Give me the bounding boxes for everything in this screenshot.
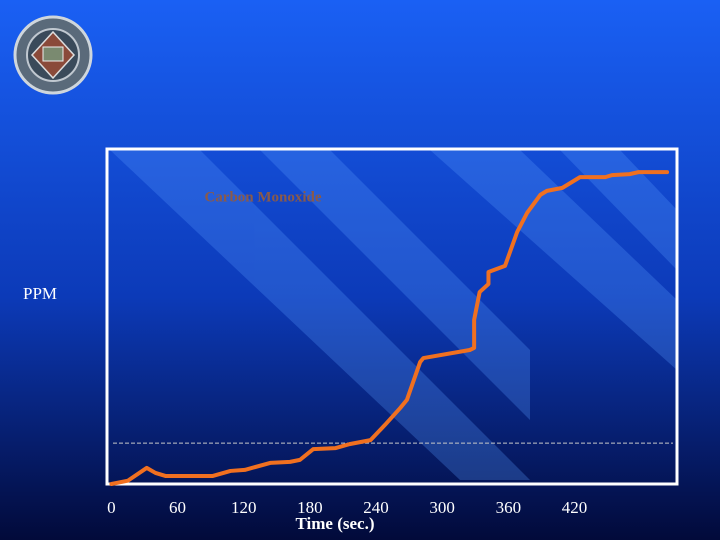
x-tick-label: 360 <box>496 498 522 517</box>
x-tick-label: 420 <box>562 498 588 517</box>
plot-frame <box>105 147 679 486</box>
x-tick-label: 60 <box>169 498 186 517</box>
logo <box>13 15 93 95</box>
chart-title: Carbon Monoxide <box>204 189 321 205</box>
y-axis-label: PPM <box>23 284 57 303</box>
x-axis-label: Time (sec.) <box>296 514 375 533</box>
x-tick-label: 120 <box>231 498 257 517</box>
data-line <box>109 170 670 486</box>
x-tick-label: 240 <box>363 498 389 517</box>
x-tick-label: 180 <box>297 498 323 517</box>
x-tick-label: 300 <box>429 498 455 517</box>
x-tick-label: 0 <box>107 498 116 517</box>
